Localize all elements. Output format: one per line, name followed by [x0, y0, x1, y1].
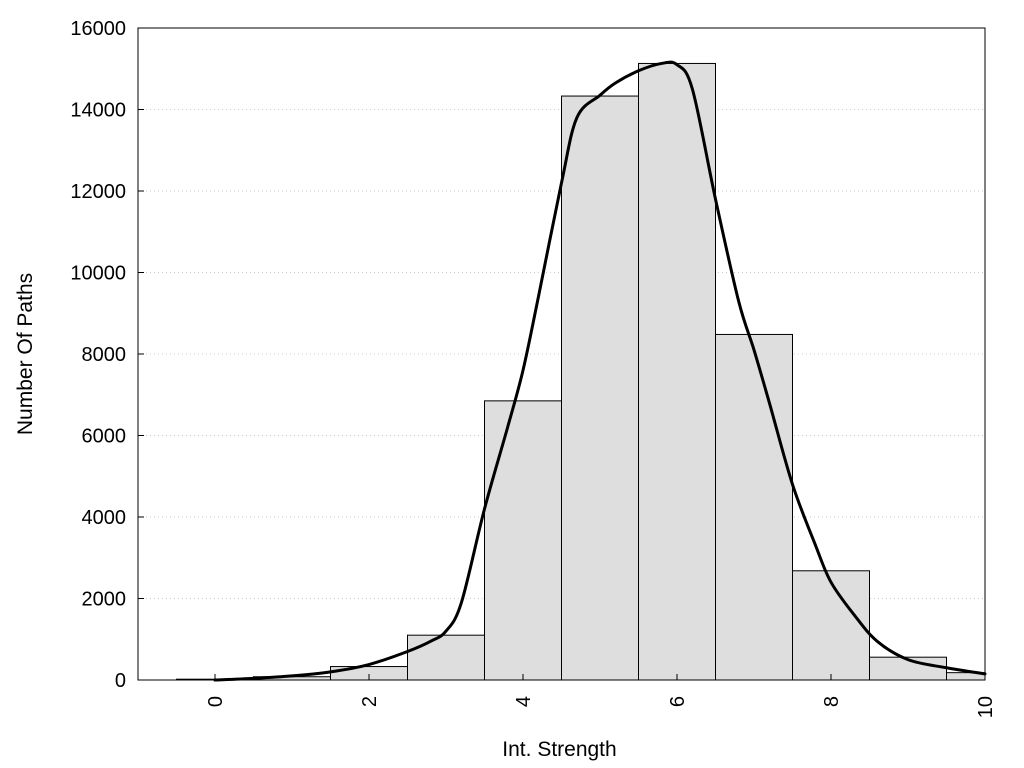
x-tick-label: 8 [821, 696, 843, 707]
y-tick-label: 8000 [82, 344, 127, 366]
histogram-bar [484, 400, 562, 681]
y-tick-label: 16000 [70, 18, 126, 40]
y-tick-label: 4000 [82, 507, 127, 529]
histogram-bar [792, 570, 870, 681]
x-axis-title: Int. Strength [502, 738, 616, 761]
x-tick-label: 2 [359, 696, 381, 707]
y-tick-label: 10000 [70, 263, 126, 285]
x-tick-label: 6 [667, 696, 689, 707]
y-tick-label: 6000 [82, 426, 127, 448]
histogram-bar [715, 333, 793, 681]
x-tick-label: 0 [205, 696, 227, 707]
histogram-bars [176, 62, 986, 681]
axis-ticks: 0 2000 4000 6000 8000 10000 12000 14000 16000 0 2 4… [70, 18, 997, 718]
density-curve-layer [213, 60, 987, 682]
x-tick-label: 10 [975, 696, 997, 718]
histogram-bar [638, 62, 716, 681]
y-tick-label: 2000 [82, 589, 127, 611]
x-tick-label: 4 [513, 696, 535, 707]
density-curve [213, 60, 987, 682]
histogram-bar [407, 634, 485, 681]
histogram-bar [561, 95, 639, 681]
y-tick-label: 12000 [70, 181, 126, 203]
y-axis-title: Number Of Paths [14, 273, 37, 435]
y-tick-label: 0 [115, 670, 126, 692]
y-tick-label: 14000 [70, 100, 126, 122]
